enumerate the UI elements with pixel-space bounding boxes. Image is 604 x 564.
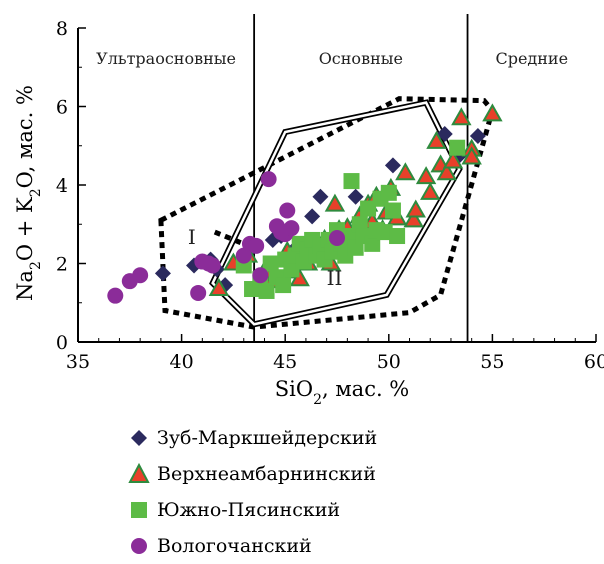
point-vologochansky [248, 237, 265, 254]
region-ii-label: II [327, 266, 343, 290]
point-verkhneambar [451, 107, 472, 126]
point-yuzhno-pyasinsky [384, 202, 401, 219]
point-verkhneambar [426, 130, 447, 149]
point-vologochansky [204, 257, 221, 274]
point-verkhneambar [436, 162, 458, 181]
point-zub [384, 157, 401, 174]
point-vologochansky [260, 171, 277, 188]
point-zub [304, 208, 321, 225]
y-tick-label: 0 [56, 332, 68, 354]
point-verkhneambar [395, 162, 416, 181]
point-verkhneambar [415, 166, 437, 185]
point-vologochansky [235, 247, 252, 264]
y-tick-label: 2 [56, 254, 68, 276]
point-verkhneambar [461, 146, 482, 165]
point-yuzhno-pyasinsky [380, 184, 397, 201]
point-vologochansky [279, 202, 296, 219]
chart: 35 40 45 50 55 60 0 2 4 6 8 SiO2, мас. % Na2O + K2O… [13, 14, 604, 408]
circle-icon [131, 538, 147, 554]
point-vologochansky [329, 229, 345, 246]
point-vologochansky [190, 284, 207, 301]
y-tick-label: 6 [56, 97, 68, 119]
point-vologochansky [132, 267, 149, 284]
point-verkhneambar [442, 150, 464, 169]
point-verkhneambar [482, 103, 503, 122]
point-verkhneambar [208, 277, 230, 297]
point-yuzhno-pyasinsky [262, 255, 279, 272]
point-zub [469, 127, 486, 144]
point-verkhneambar [324, 193, 346, 212]
legend-label: Вологочанский [157, 535, 312, 557]
point-vologochansky [252, 267, 269, 284]
point-zub [436, 125, 453, 142]
x-tick-label: 60 [584, 351, 604, 373]
triangle-icon [128, 463, 150, 483]
point-verkhneambar [403, 209, 424, 228]
x-tick-label: 50 [377, 351, 401, 373]
point-zub [312, 188, 329, 205]
diamond-icon [131, 430, 147, 446]
x-axis-label: SiO2, мас. % [275, 377, 410, 408]
legend-item: Верхнеамбарнинский [125, 456, 377, 492]
y-tick-label: 8 [56, 18, 68, 40]
point-yuzhno-pyasinsky [360, 200, 377, 217]
legend-item: Вологочанский [125, 528, 377, 564]
region-i-inner-line [213, 229, 260, 253]
point-yuzhno-pyasinsky [364, 235, 381, 252]
point-verkhneambar [289, 268, 310, 287]
legend-label: Зуб-Маркшейдерский [157, 427, 378, 449]
x-tick-label: 45 [273, 351, 297, 373]
legend: Зуб-Маркшейдерский Верхнеамбарнинский Юж… [125, 420, 377, 564]
point-yuzhno-pyasinsky [376, 224, 393, 241]
region-ii-outline-inner [211, 101, 461, 326]
legend-label: Верхнеамбарнинский [157, 463, 376, 485]
point-vologochansky [283, 220, 300, 237]
field-label: Средние [495, 49, 568, 68]
x-tick-label: 40 [170, 351, 194, 373]
square-icon [131, 502, 147, 518]
point-zub [154, 265, 171, 282]
x-tick-label: 55 [480, 351, 504, 373]
point-yuzhno-pyasinsky [275, 277, 292, 294]
point-yuzhno-pyasinsky [449, 139, 466, 156]
y-tick-label: 4 [56, 175, 68, 197]
region-i-label: I [188, 225, 196, 249]
point-yuzhno-pyasinsky [389, 228, 406, 245]
field-label: Основные [319, 49, 403, 68]
legend-item: Зуб-Маркшейдерский [125, 420, 377, 456]
point-yuzhno-pyasinsky [343, 173, 360, 190]
field-label: Ультраосновные [96, 49, 236, 68]
point-yuzhno-pyasinsky [283, 261, 300, 278]
point-verkhneambar [420, 181, 441, 200]
legend-item: Южно-Пясинский [125, 492, 377, 528]
y-axis-label: Na2O + K2O, мас. % [13, 85, 44, 301]
legend-label: Южно-Пясинский [157, 499, 341, 521]
point-yuzhno-pyasinsky [258, 282, 275, 299]
point-verkhneambar [405, 199, 426, 218]
x-tick-label: 35 [66, 351, 90, 373]
point-vologochansky [107, 287, 124, 304]
point-zub [347, 188, 364, 205]
